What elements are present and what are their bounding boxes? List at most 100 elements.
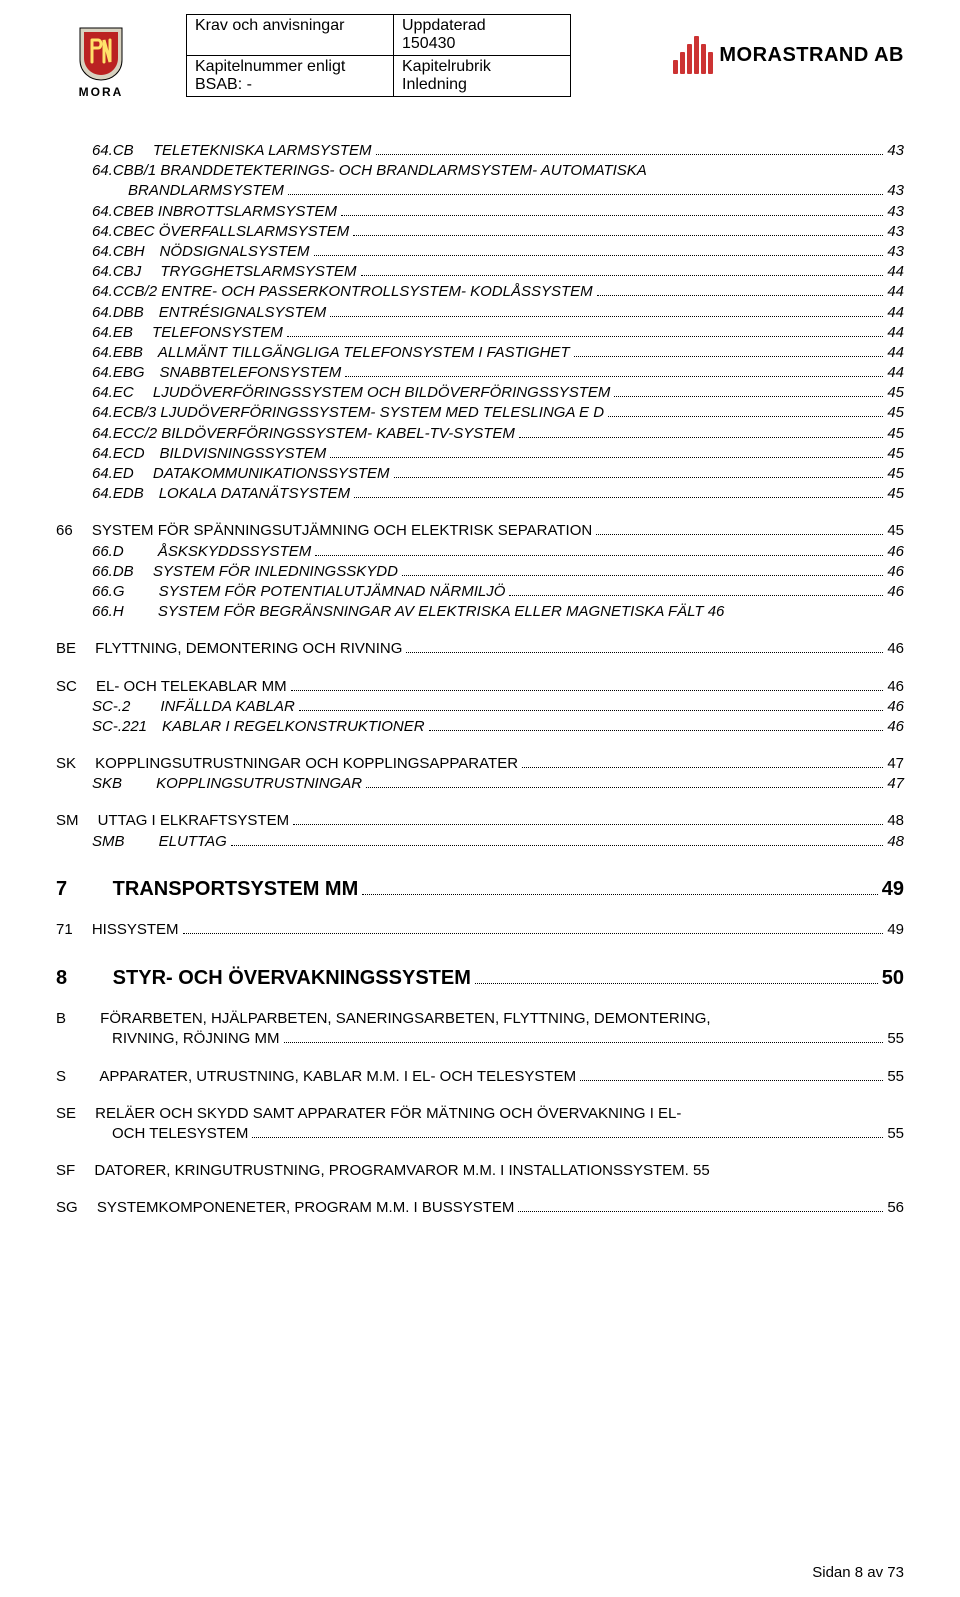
toc-label: 64.CCB/2 ENTRE- OCH PASSERKONTROLLSYSTEM…: [92, 282, 593, 301]
toc-leader-dots: [287, 336, 883, 337]
header-cell-a1: Krav och anvisningar: [187, 15, 394, 56]
toc-row: SM UTTAG I ELKRAFTSYSTEM 48: [56, 811, 904, 830]
toc-section: BE FLYTTNING, DEMONTERING OCH RIVNING 46: [56, 639, 904, 658]
toc-section: SM UTTAG I ELKRAFTSYSTEM 48SMB ELUTTAG 4…: [56, 811, 904, 850]
toc-page-number: 45: [887, 484, 904, 503]
toc-page-number: 43: [887, 222, 904, 241]
toc-leader-dots: [231, 845, 884, 846]
toc-label: 66.H SYSTEM FÖR BEGRÄNSNINGAR AV ELEKTRI…: [92, 602, 724, 621]
toc-page-number: 46: [887, 542, 904, 561]
toc-leader-dots: [402, 575, 883, 576]
toc-row: 64.ECD BILDVISNINGSSYSTEM 45: [56, 444, 904, 463]
toc-leader-dots: [518, 1211, 883, 1212]
header-cell-b1: Kapitelnummer enligt BSAB: -: [187, 56, 394, 97]
toc-page-number: 43: [887, 141, 904, 160]
toc-section: SC EL- OCH TELEKABLAR MM 46SC-.2 INFÄLLD…: [56, 677, 904, 737]
toc-row: 8 STYR- OCH ÖVERVAKNINGSSYSTEM 50: [56, 966, 904, 992]
toc-section: 7 TRANSPORTSYSTEM MM 49: [56, 877, 904, 903]
header-table: Krav och anvisningar Uppdaterad 150430 K…: [186, 14, 571, 97]
toc-page-number: 49: [882, 877, 904, 903]
toc-row: 64.CBEC ÖVERFALLSLARMSYSTEM 43: [56, 222, 904, 241]
toc-leader-dots: [284, 1042, 884, 1043]
toc-leader-dots: [341, 215, 883, 216]
toc-label: 64.ECB/3 LJUDÖVERFÖRINGSSYSTEM- SYSTEM M…: [92, 403, 604, 422]
toc-row: 64.EC LJUDÖVERFÖRINGSSYSTEM OCH BILDÖVER…: [56, 383, 904, 402]
toc-label: BRANDLARMSYSTEM: [128, 181, 284, 200]
toc-row: 64.ECB/3 LJUDÖVERFÖRINGSSYSTEM- SYSTEM M…: [56, 403, 904, 422]
toc-label: 64.DBB ENTRÉSIGNALSYSTEM: [92, 303, 326, 322]
toc-row: BE FLYTTNING, DEMONTERING OCH RIVNING 46: [56, 639, 904, 658]
toc-page-number: 46: [887, 717, 904, 736]
document-header: MORA Krav och anvisningar Uppdaterad 150…: [56, 14, 904, 99]
toc-label: SC-.221 KABLAR I REGELKONSTRUKTIONER: [92, 717, 425, 736]
toc-label: 66.DB SYSTEM FÖR INLEDNINGSSKYDD: [92, 562, 398, 581]
toc-label: OCH TELESYSTEM: [112, 1124, 248, 1143]
toc-leader-dots: [596, 534, 883, 535]
toc-label: 64.CB TELETEKNISKA LARMSYSTEM: [92, 141, 372, 160]
toc-leader-dots: [315, 555, 883, 556]
mora-logo: MORA: [56, 14, 146, 99]
toc-label: 64.EBB ALLMÄNT TILLGÄNGLIGA TELEFONSYSTE…: [92, 343, 570, 362]
toc-leader-dots: [353, 235, 883, 236]
toc-row: 66.D ÅSKSKYDDSSYSTEM 46: [56, 542, 904, 561]
toc-label: 64.EB TELEFONSYSTEM: [92, 323, 283, 342]
stripes-icon: [673, 36, 713, 74]
toc-page-number: 55: [887, 1124, 904, 1143]
toc-label: S APPARATER, UTRUSTNING, KABLAR M.M. I E…: [56, 1067, 576, 1086]
toc-label: 66.D ÅSKSKYDDSSYSTEM: [92, 542, 311, 561]
toc-page-number: 55: [887, 1029, 904, 1048]
toc-page-number: 44: [887, 343, 904, 362]
toc-page-number: 49: [887, 920, 904, 939]
toc-row: SC-.2 INFÄLLDA KABLAR 46: [56, 697, 904, 716]
toc-row: RIVNING, RÖJNING MM 55: [56, 1029, 904, 1048]
toc-section: S APPARATER, UTRUSTNING, KABLAR M.M. I E…: [56, 1067, 904, 1086]
toc-page-number: 56: [887, 1198, 904, 1217]
table-of-contents: 64.CB TELETEKNISKA LARMSYSTEM 4364.CBB/1…: [56, 141, 904, 1218]
toc-row: 64.CBH NÖDSIGNALSYSTEM 43: [56, 242, 904, 261]
toc-label: 66 SYSTEM FÖR SPÄNNINGSUTJÄMNING OCH ELE…: [56, 521, 592, 540]
toc-leader-dots: [519, 437, 883, 438]
toc-label: SM UTTAG I ELKRAFTSYSTEM: [56, 811, 289, 830]
toc-row: 66.H SYSTEM FÖR BEGRÄNSNINGAR AV ELEKTRI…: [56, 602, 904, 621]
toc-row: 64.EDB LOKALA DATANÄTSYSTEM 45: [56, 484, 904, 503]
toc-leader-dots: [597, 295, 884, 296]
toc-page-number: 45: [887, 383, 904, 402]
toc-leader-dots: [574, 356, 884, 357]
toc-leader-dots: [608, 416, 883, 417]
header-a2-line1: Uppdaterad: [402, 17, 486, 34]
toc-leader-dots: [330, 316, 883, 317]
morastrand-logo: MORASTRAND AB: [673, 14, 904, 74]
toc-label: 64.CBH NÖDSIGNALSYSTEM: [92, 242, 310, 261]
toc-leader-dots: [361, 275, 884, 276]
toc-leader-dots: [252, 1137, 883, 1138]
toc-section: SE RELÄER OCH SKYDD SAMT APPARATER FÖR M…: [56, 1104, 904, 1143]
toc-leader-dots: [580, 1080, 883, 1081]
toc-page-number: 48: [887, 811, 904, 830]
toc-label: 7 TRANSPORTSYSTEM MM: [56, 877, 358, 903]
toc-row: S APPARATER, UTRUSTNING, KABLAR M.M. I E…: [56, 1067, 904, 1086]
toc-page-number: 44: [887, 303, 904, 322]
toc-page-number: 44: [887, 363, 904, 382]
toc-row: SC EL- OCH TELEKABLAR MM 46: [56, 677, 904, 696]
toc-leader-dots: [293, 824, 883, 825]
toc-label: 64.CBJ TRYGGHETSLARMSYSTEM: [92, 262, 357, 281]
header-a2-line2: 150430: [402, 35, 455, 52]
toc-leader-dots: [183, 933, 884, 934]
header-cell-a2: Uppdaterad 150430: [394, 15, 571, 56]
header-b2-line1: Kapitelrubrik: [402, 58, 491, 75]
toc-section: SK KOPPLINGSUTRUSTNINGAR OCH KOPPLINGSAP…: [56, 754, 904, 793]
toc-section: 8 STYR- OCH ÖVERVAKNINGSSYSTEM 50: [56, 966, 904, 992]
toc-row: SF DATORER, KRINGUTRUSTNING, PROGRAMVARO…: [56, 1161, 904, 1180]
toc-row: 64.CCB/2 ENTRE- OCH PASSERKONTROLLSYSTEM…: [56, 282, 904, 301]
toc-row: SK KOPPLINGSUTRUSTNINGAR OCH KOPPLINGSAP…: [56, 754, 904, 773]
toc-page-number: 44: [887, 323, 904, 342]
toc-page-number: 45: [887, 444, 904, 463]
toc-label: 64.CBEB INBROTTSLARMSYSTEM: [92, 202, 337, 221]
toc-label: SF DATORER, KRINGUTRUSTNING, PROGRAMVARO…: [56, 1161, 710, 1180]
toc-page-number: 43: [887, 202, 904, 221]
header-cell-b2: Kapitelrubrik Inledning: [394, 56, 571, 97]
toc-leader-dots: [394, 477, 884, 478]
toc-row: 64.ED DATAKOMMUNIKATIONSSYSTEM 45: [56, 464, 904, 483]
toc-page-number: 45: [887, 424, 904, 443]
header-b2-line2: Inledning: [402, 76, 467, 93]
